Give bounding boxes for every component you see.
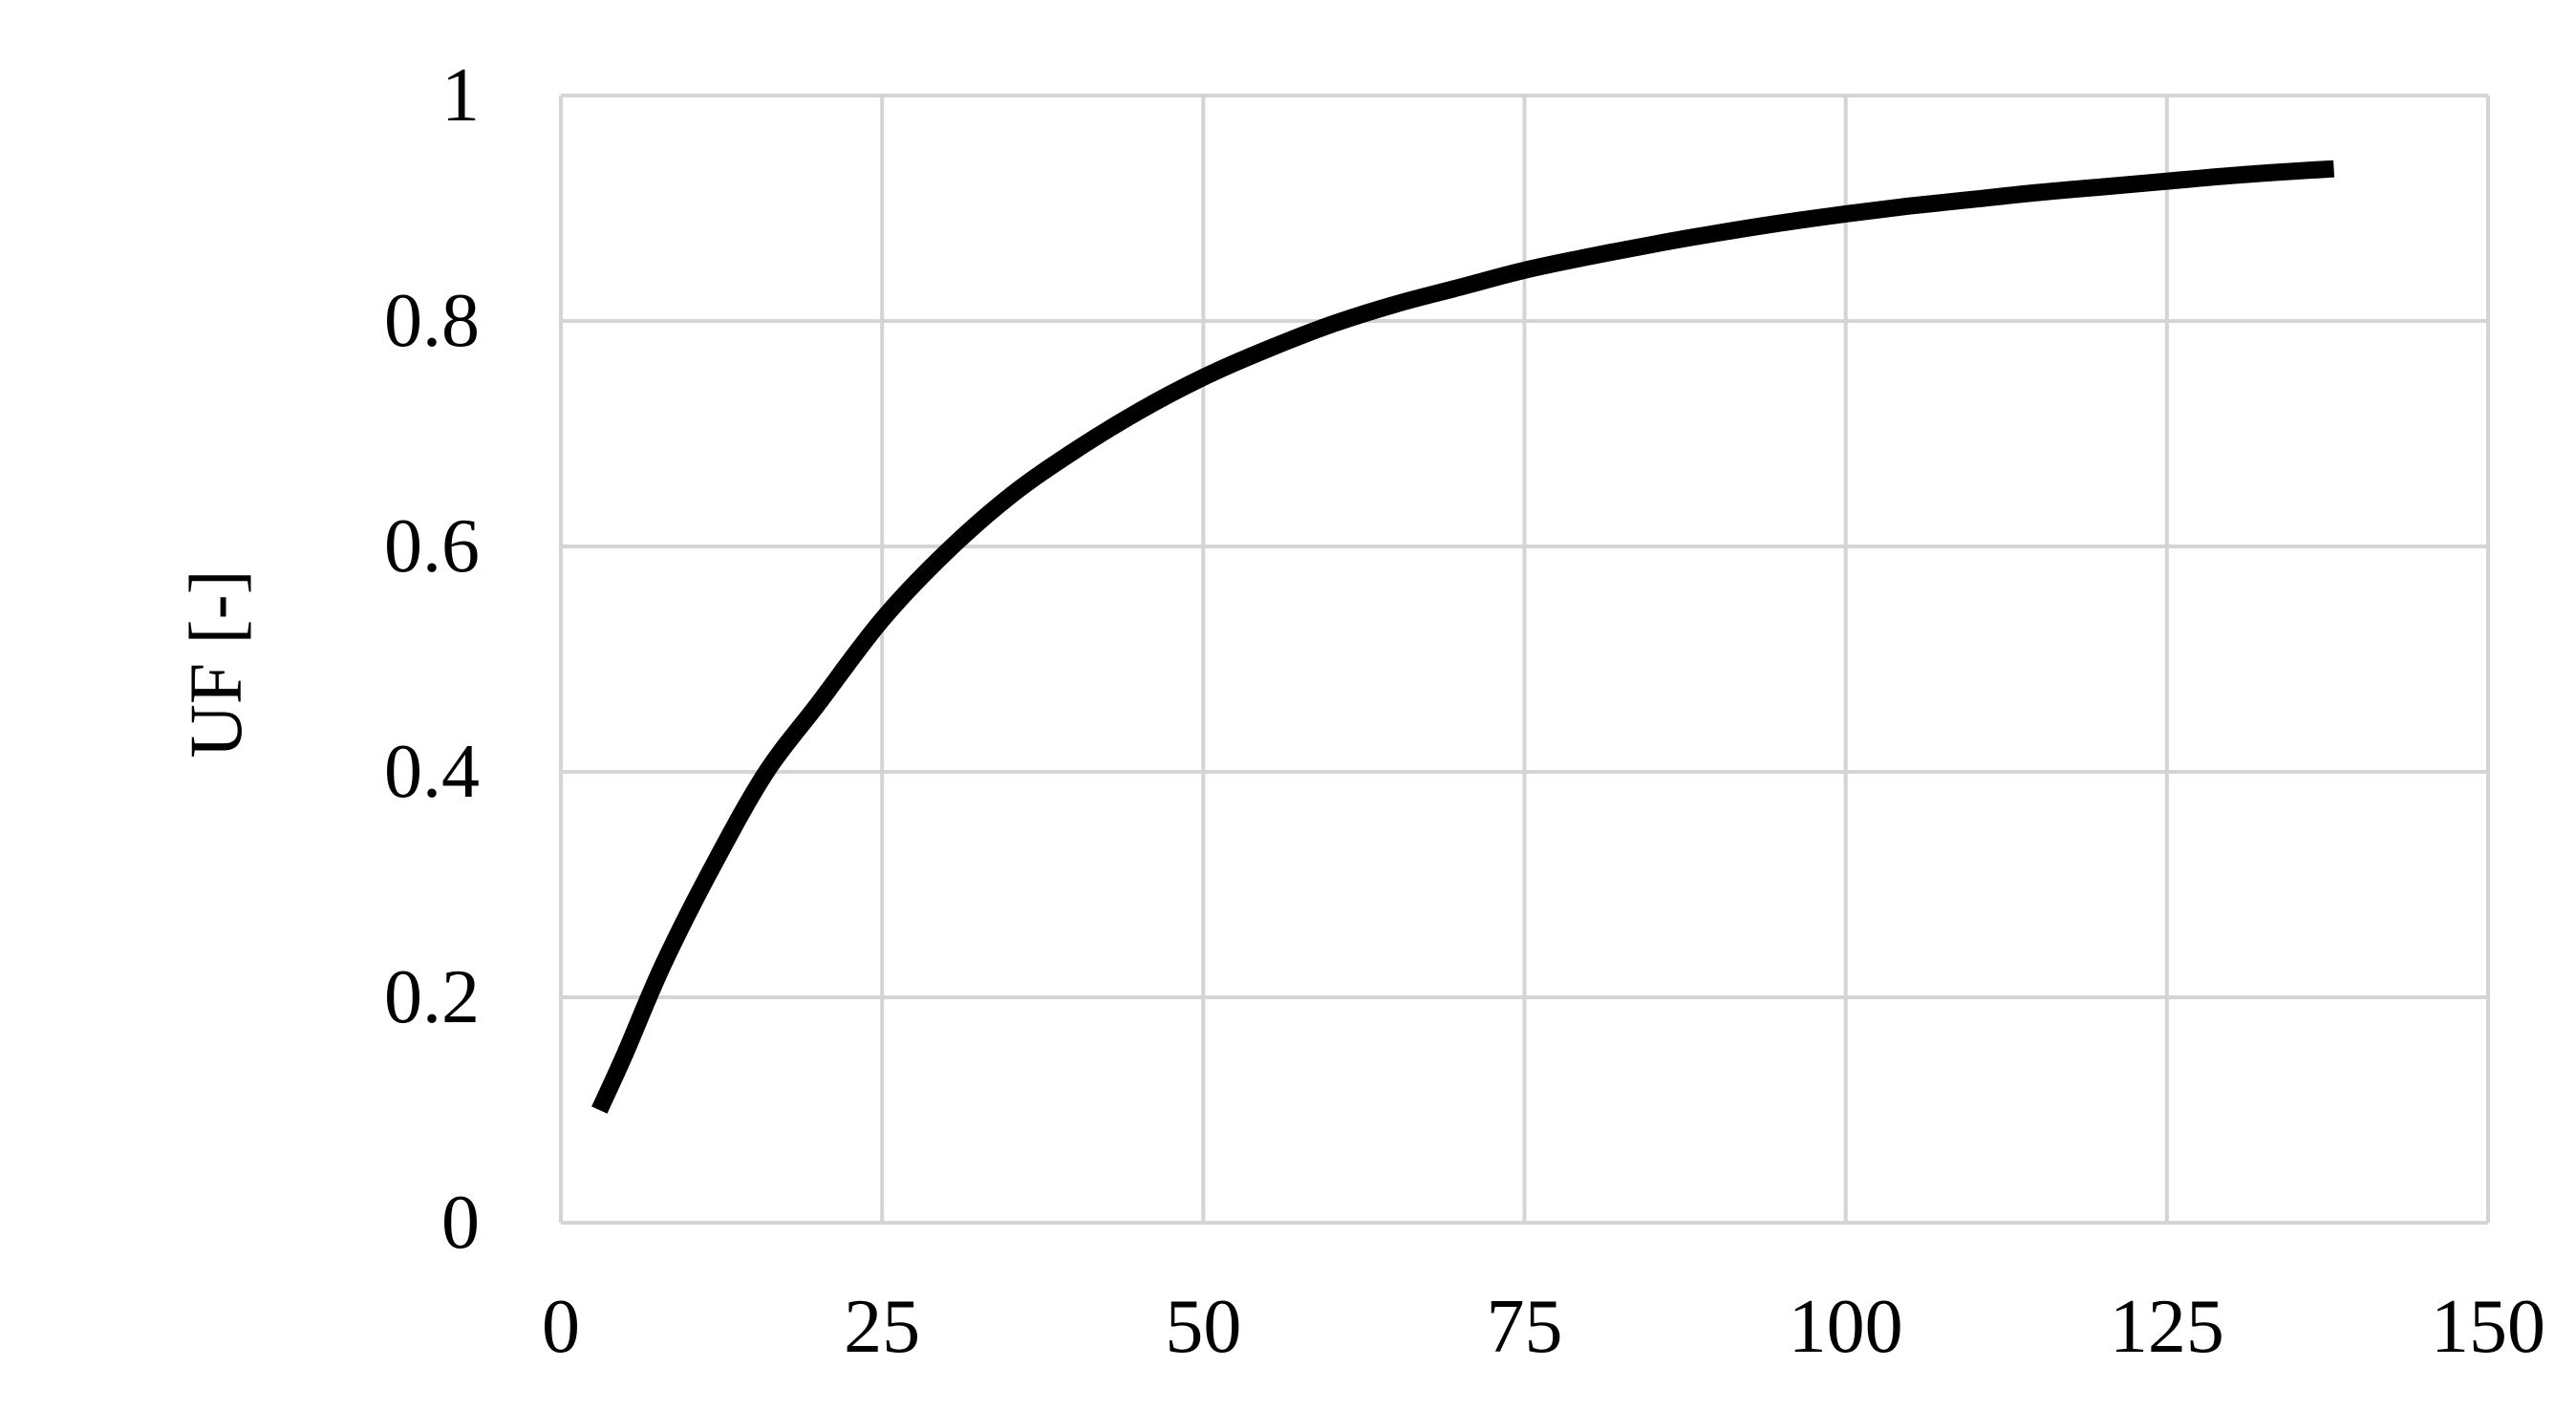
- x-tick-label: 125: [2110, 1285, 2224, 1369]
- series-line-0: [591, 160, 2335, 1114]
- x-tick-label: 100: [1789, 1285, 1903, 1369]
- y-tick-label: 1: [441, 53, 480, 138]
- x-tick-label: 75: [1487, 1285, 1563, 1369]
- x-tick-label: 50: [1165, 1285, 1241, 1369]
- y-axis-label: UF [-]: [174, 569, 257, 758]
- y-tick-label: 0: [441, 1181, 480, 1265]
- y-tick-label: 0.8: [384, 279, 480, 363]
- x-tick-label: 25: [844, 1285, 920, 1369]
- y-tick-label: 0.4: [384, 730, 480, 814]
- series-layer: [591, 160, 2335, 1114]
- x-tick-label: 150: [2431, 1285, 2545, 1369]
- grid: [559, 94, 2490, 1225]
- x-tick-label: 0: [542, 1285, 580, 1369]
- y-tick-label: 0.6: [384, 504, 480, 588]
- y-axis-ticks: 0 0.2 0.4 0.6 0.8 1: [384, 53, 480, 1265]
- y-tick-label: 0.2: [384, 955, 480, 1039]
- x-axis-ticks: 0 25 50 75 100 125 150: [542, 1285, 2545, 1369]
